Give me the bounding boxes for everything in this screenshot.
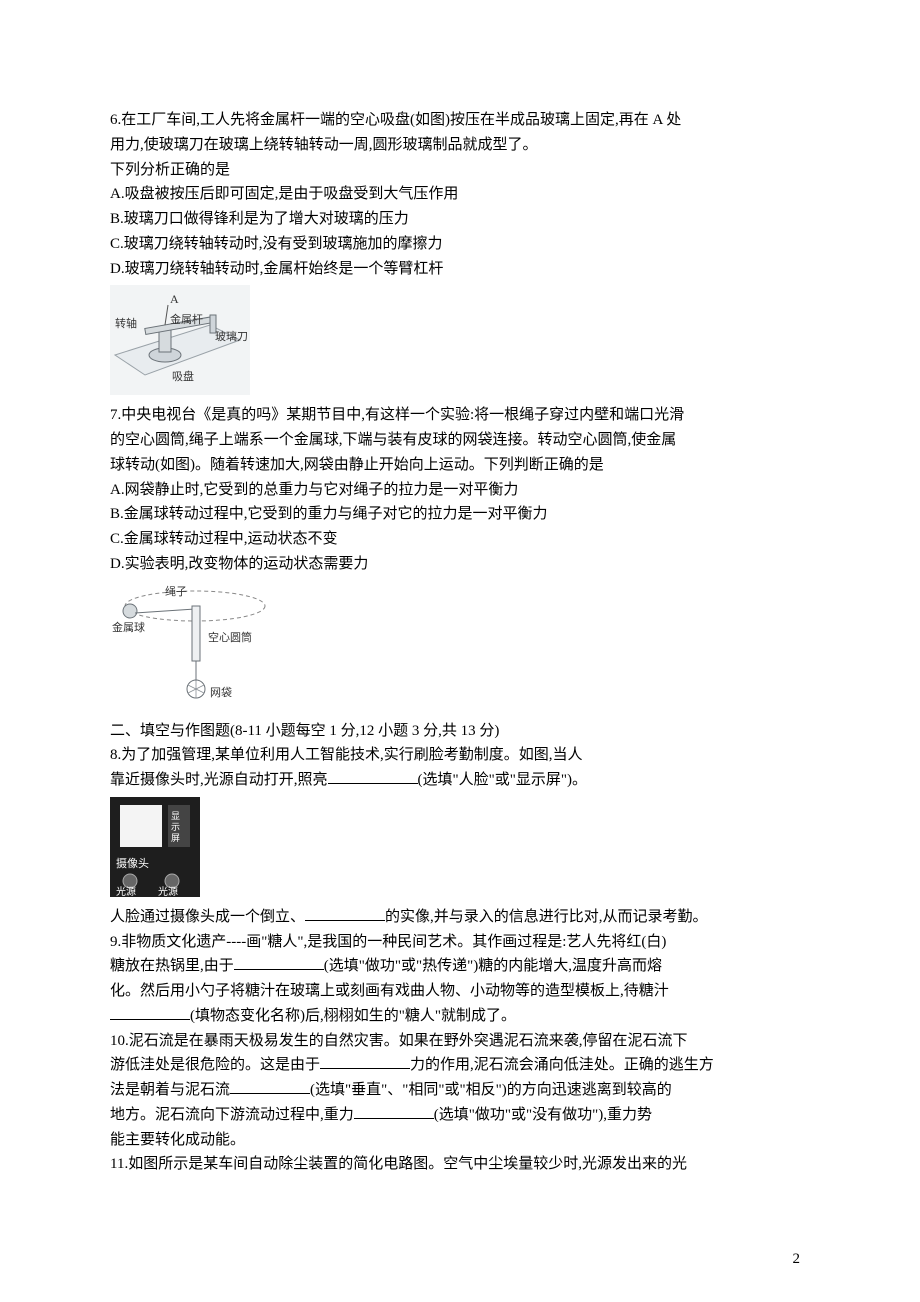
q9-line2-post: (选填"做功"或"热传递")糖的内能增大,温度升高而熔 xyxy=(324,958,662,974)
q10-line4: 地方。泥石流向下游流动过程中,重力 (选填"做功"或"没有做功"),重力势 xyxy=(110,1103,810,1128)
q7-stem-line1: 7.中央电视台《是真的吗》某期节目中,有这样一个实验:将一根绳子穿过内壁和端口光… xyxy=(110,403,810,428)
q6-option-b: B.玻璃刀口做得锋利是为了增大对玻璃的压力 xyxy=(110,207,810,232)
q10-line3-pre: 法是朝着与泥石流 xyxy=(110,1082,230,1098)
q6-fig-label-axis: 转轴 xyxy=(115,316,137,330)
q6-stem-line1: 6.在工厂车间,工人先将金属杆一端的空心吸盘(如图)按压在半成品玻璃上固定,再在… xyxy=(110,108,810,133)
q6-figure: A 转轴 金属杆 玻璃刀 吸盘 xyxy=(110,285,810,395)
q9-line2-pre: 糖放在热锅里,由于 xyxy=(110,958,234,974)
q10-line1: 10.泥石流是在暴雨天极易发生的自然灾害。如果在野外突遇泥石流来袭,停留在泥石流… xyxy=(110,1029,810,1054)
q6-fig-label-bar: 金属杆 xyxy=(170,312,203,326)
q7-stem-line2: 的空心圆筒,绳子上端系一个金属球,下端与装有皮球的网袋连接。转动空心圆筒,使金属 xyxy=(110,428,810,453)
q6-option-d: D.玻璃刀绕转轴转动时,金属杆始终是一个等臂杠杆 xyxy=(110,257,810,282)
q8-blank2 xyxy=(305,905,385,921)
q6-option-a: A.吸盘被按压后即可固定,是由于吸盘受到大气压作用 xyxy=(110,182,810,207)
q8-line1: 8.为了加强管理,某单位利用人工智能技术,实行刷脸考勤制度。如图,当人 xyxy=(110,743,810,768)
q7-fig-label-bag: 网袋 xyxy=(210,685,232,699)
q6-fig-label-a: A xyxy=(170,292,179,306)
q8-line2-pre: 靠近摄像头时,光源自动打开,照亮 xyxy=(110,772,328,788)
q9-blank2 xyxy=(110,1004,190,1020)
q8-fig-label-screen-2: 示 xyxy=(171,822,180,832)
q8-blank1 xyxy=(328,768,418,784)
q7-option-c: C.金属球转动过程中,运动状态不变 xyxy=(110,527,810,552)
q8-line3-pre: 人脸通过摄像头成一个倒立、 xyxy=(110,909,305,925)
q9-line3: 化。然后用小勺子将糖汁在玻璃上或刻画有戏曲人物、小动物等的造型模板上,待糖汁 xyxy=(110,979,810,1004)
q8-line3-post: 的实像,并与录入的信息进行比对,从而记录考勤。 xyxy=(385,909,708,925)
q8-figure: 显 示 屏 摄像头 光源 光源 xyxy=(110,797,810,897)
q10-line3: 法是朝着与泥石流 (选填"垂直"、"相同"或"相反")的方向迅速逃离到较高的 xyxy=(110,1078,810,1103)
q7-fig-label-ball: 金属球 xyxy=(112,620,145,634)
q7-option-d: D.实验表明,改变物体的运动状态需要力 xyxy=(110,552,810,577)
q7-fig-label-tube: 空心圆筒 xyxy=(208,630,252,644)
q10-line4-post: (选填"做功"或"没有做功"),重力势 xyxy=(434,1107,652,1123)
q6-fig-label-cup: 吸盘 xyxy=(172,369,194,383)
q9-line4-post: (填物态变化名称)后,栩栩如生的"糖人"就制成了。 xyxy=(190,1008,516,1024)
q10-line4-pre: 地方。泥石流向下游流动过程中,重力 xyxy=(110,1107,354,1123)
q8-line2: 靠近摄像头时,光源自动打开,照亮 (选填"人脸"或"显示屏")。 xyxy=(110,768,810,793)
page-number: 2 xyxy=(793,1247,801,1272)
q7-option-b: B.金属球转动过程中,它受到的重力与绳子对它的拉力是一对平衡力 xyxy=(110,502,810,527)
q9-line1: 9.非物质文化遗产----画"糖人",是我国的一种民间艺术。其作画过程是:艺人先… xyxy=(110,930,810,955)
q8-fig-label-light-l: 光源 xyxy=(116,885,136,897)
q8-fig-label-screen-3: 屏 xyxy=(171,833,180,843)
q8-fig-label-light-r: 光源 xyxy=(158,885,178,897)
q7-stem-line3: 球转动(如图)。随着转速加大,网袋由静止开始向上运动。下列判断正确的是 xyxy=(110,453,810,478)
q10-blank1 xyxy=(320,1053,410,1069)
q10-line5: 能主要转化成动能。 xyxy=(110,1128,810,1153)
q9-line4: (填物态变化名称)后,栩栩如生的"糖人"就制成了。 xyxy=(110,1004,810,1029)
section2-heading: 二、填空与作图题(8-11 小题每空 1 分,12 小题 3 分,共 13 分) xyxy=(110,719,810,744)
q10-line2-pre: 游低洼处是很危险的。这是由于 xyxy=(110,1057,320,1073)
q9-blank1 xyxy=(234,954,324,970)
q10-blank2 xyxy=(230,1078,310,1094)
q6-option-c: C.玻璃刀绕转轴转动时,没有受到玻璃施加的摩擦力 xyxy=(110,232,810,257)
q7-option-a: A.网袋静止时,它受到的总重力与它对绳子的拉力是一对平衡力 xyxy=(110,478,810,503)
q10-line2: 游低洼处是很危险的。这是由于 力的作用,泥石流会涌向低洼处。正确的逃生方 xyxy=(110,1053,810,1078)
q6-stem-line3: 下列分析正确的是 xyxy=(110,158,810,183)
q10-blank3 xyxy=(354,1103,434,1119)
q9-line2: 糖放在热锅里,由于 (选填"做功"或"热传递")糖的内能增大,温度升高而熔 xyxy=(110,954,810,979)
q6-fig-label-knife: 玻璃刀 xyxy=(215,329,248,343)
q10-line3-post: (选填"垂直"、"相同"或"相反")的方向迅速逃离到较高的 xyxy=(310,1082,672,1098)
q7-fig-label-rope: 绳子 xyxy=(165,584,187,598)
exam-page: 6.在工厂车间,工人先将金属杆一端的空心吸盘(如图)按压在半成品玻璃上固定,再在… xyxy=(0,0,920,1302)
q8-fig-label-screen-1: 显 xyxy=(171,811,180,821)
q8-line3: 人脸通过摄像头成一个倒立、 的实像,并与录入的信息进行比对,从而记录考勤。 xyxy=(110,905,810,930)
q8-fig-label-cam: 摄像头 xyxy=(116,856,149,870)
q11-line1: 11.如图所示是某车间自动除尘装置的简化电路图。空气中尘埃量较少时,光源发出来的… xyxy=(110,1152,810,1177)
q8-line2-post: (选填"人脸"或"显示屏")。 xyxy=(418,772,587,788)
q6-stem-line2: 用力,使玻璃刀在玻璃上绕转轴转动一周,圆形玻璃制品就成型了。 xyxy=(110,133,810,158)
q10-line2-post: 力的作用,泥石流会涌向低洼处。正确的逃生方 xyxy=(410,1057,714,1073)
q7-figure: 绳子 金属球 空心圆筒 网袋 xyxy=(110,581,810,711)
